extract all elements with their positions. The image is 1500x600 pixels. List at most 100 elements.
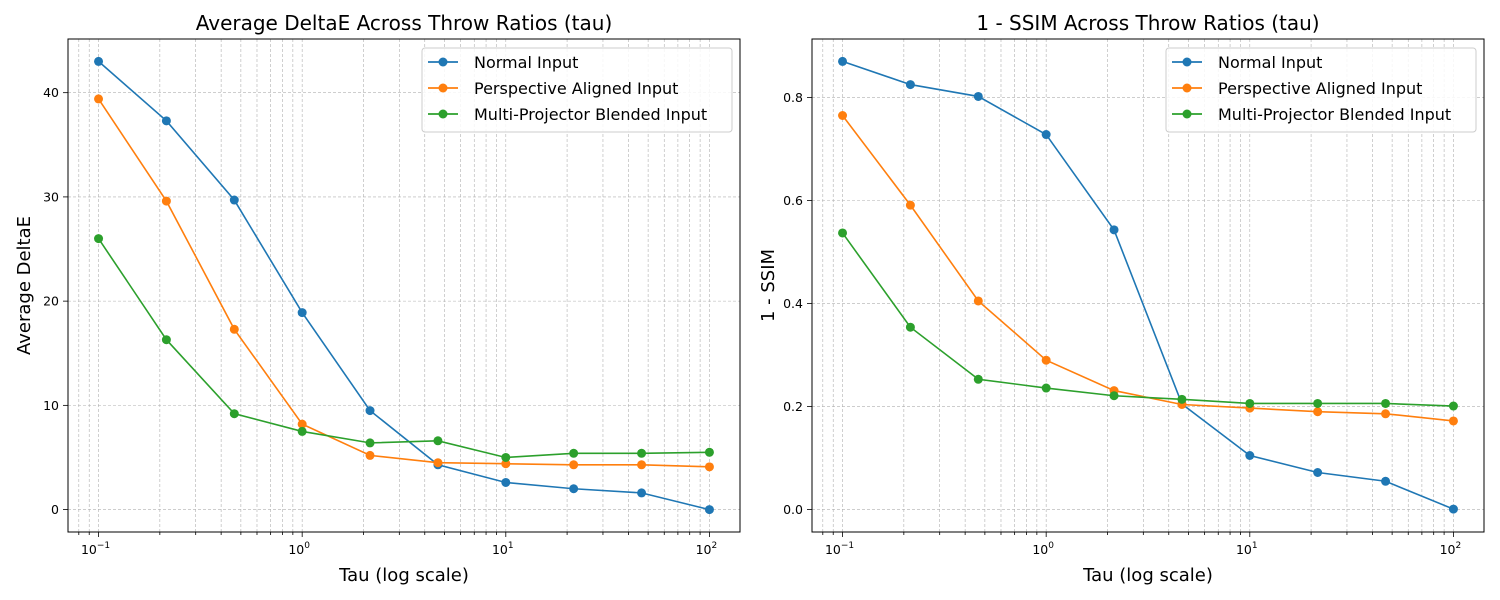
legend-label: Perspective Aligned Input [474,79,678,98]
data-point [433,436,443,446]
x-tick-label: 100 [288,541,310,557]
data-point [973,296,983,306]
data-point [1177,394,1187,404]
data-point [637,460,647,470]
data-point [704,447,714,457]
data-point [297,426,307,436]
series-line [841,232,1454,407]
gridlines [68,39,740,532]
y-tick-label: 10 [43,398,59,413]
x-tick-base: 10 [825,542,841,557]
data-point [1041,130,1051,140]
y-tick-label: 0.6 [783,193,803,208]
data-point [704,505,714,515]
y-tick-label: 0.4 [783,296,803,311]
x-tick-label: 100 [1032,541,1054,557]
data-point [1381,476,1391,486]
series-line [97,238,710,459]
legend-entry: Perspective Aligned Input [1172,79,1422,98]
data-point [838,228,848,238]
data-point [229,409,239,419]
data-point [704,462,714,472]
data-point [1381,409,1391,419]
legend: Normal Input Perspective Aligned Input Mul… [421,47,733,133]
x-tick-exponent: 2 [1456,541,1462,551]
chart-title: 1 - SSIM Across Throw Ratios (tau) [976,11,1319,35]
x-axis: 10−1 100 101 102 [78,532,718,557]
legend-entry: Perspective Aligned Input [428,79,678,98]
x-axis-label: Tau (log scale) [1082,565,1213,586]
x-tick-exponent: 1 [508,541,514,551]
data-point [1448,416,1458,426]
data-point [501,452,511,462]
data-point [637,448,647,458]
legend-box [1165,47,1477,133]
x-tick-label: 102 [1440,541,1462,557]
legend-label: Normal Input [1218,53,1322,72]
x-tick-label: 101 [492,541,514,557]
series-multi-projector-blended-input [94,234,714,462]
data-point [1448,401,1458,411]
data-point [1313,398,1323,408]
x-tick-base: 10 [1032,542,1048,557]
x-tick-exponent: 0 [1048,541,1054,551]
data-point [94,94,104,104]
x-tick-label: 10−1 [81,541,110,557]
data-point [161,335,171,345]
legend-label: Multi-Projector Blended Input [474,105,707,124]
data-point [569,460,579,470]
y-tick-label: 0.0 [783,502,803,517]
legend-marker-swatch [438,83,448,93]
data-point [1245,451,1255,460]
data-point [569,448,579,458]
legend-entry: Normal Input [1172,53,1322,72]
data-point [838,111,848,120]
data-point [905,200,915,210]
data-point [1313,407,1323,417]
data-point [637,488,647,498]
x-tick-label: 101 [1236,541,1258,557]
data-point [1109,391,1119,401]
y-axis-label: Average DeltaE [14,216,35,355]
x-tick-exponent: −1 [841,541,854,551]
data-point [838,56,848,66]
data-point [973,374,983,384]
x-tick-exponent: 2 [712,541,718,551]
legend-label: Perspective Aligned Input [1218,79,1422,98]
data-point [501,477,511,487]
legend-marker-swatch [438,109,448,119]
data-point [501,459,511,469]
legend-marker-swatch [1182,57,1192,67]
legend-marker-swatch [1182,83,1192,93]
x-axis: 10−1 100 101 102 [822,532,1462,557]
x-tick-base: 10 [1236,542,1252,557]
y-axis: 0.0 0.2 0.4 0.6 0.8 [783,90,812,517]
data-point [569,484,579,494]
series-perspective-aligned-input [838,111,1458,426]
data-point [229,324,239,334]
y-tick-label: 0 [51,502,59,517]
data-point [229,195,239,205]
y-axis: 0 10 20 30 40 [43,85,68,517]
legend-label: Multi-Projector Blended Input [1218,105,1451,124]
y-tick-label: 20 [43,294,59,309]
data-point [1109,225,1119,235]
x-axis-label: Tau (log scale) [338,565,469,586]
x-tick-base: 10 [1440,542,1456,557]
data-point [365,438,375,448]
data-point [1041,355,1051,365]
legend: Normal Input Perspective Aligned Input Mul… [1165,47,1477,133]
data-point [94,234,104,244]
series-line [841,115,1454,422]
data-point [94,56,104,66]
legend-label: Normal Input [474,53,578,72]
x-tick-base: 10 [696,542,712,557]
data-point [161,116,171,126]
y-tick-label: 40 [43,85,59,100]
axes-frame [67,38,741,533]
legend-marker-swatch [1182,109,1192,119]
data-point [1448,504,1458,514]
